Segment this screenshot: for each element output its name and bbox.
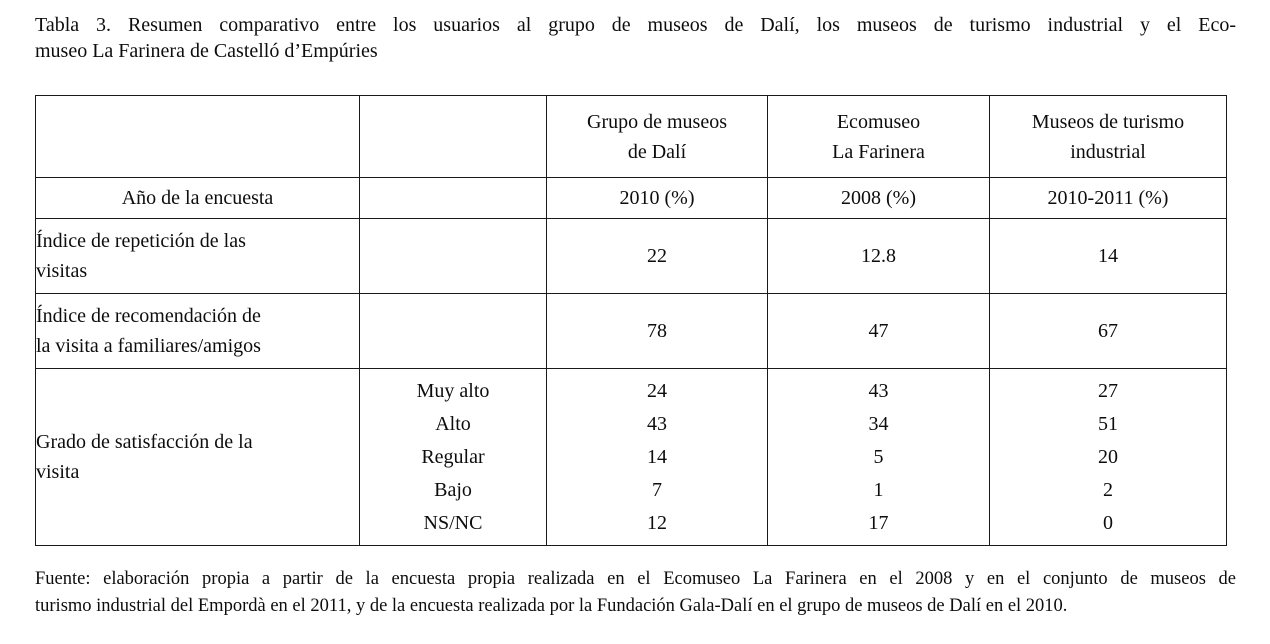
header-empty-label-cell [35,95,360,178]
source-note-line-2: turismo industrial del Empordà en el 201… [35,596,1068,616]
header-farinera-line-1: Ecomuseo [836,110,921,133]
satisfaction-level-label: NS/NC [423,511,483,534]
satisfaction-value: 1 [873,478,884,501]
row-satisfaction: Grado de satisfacción de la visita Muy a… [35,368,1227,546]
header-dali-line-2: de Dalí [627,140,687,163]
table-caption: Tabla 3. Resumen comparativo entre los u… [35,12,1236,64]
value-survey-year-dali: 2010 (%) [546,177,768,219]
label-recommendation-line-1: Índice de recomendación de [36,305,261,327]
recommendation-sub-cell [359,293,547,369]
row-repetition-index: Índice de repetición de las visitas 22 1… [35,218,1227,294]
satisfaction-value: 0 [1103,511,1113,534]
satisfaction-value: 51 [1098,412,1118,435]
repetition-sub-cell [359,218,547,294]
header-industrial-line-2: industrial [1070,140,1146,163]
satisfaction-value: 7 [652,478,662,501]
header-farinera-line-2: La Farinera [832,140,925,163]
value-survey-year-industrial: 2010-2011 (%) [989,177,1227,219]
satisfaction-values-dali-stack: 24 43 14 7 12 [548,375,767,540]
satisfaction-level-label: Bajo [434,478,472,501]
label-recommendation-index: Índice de recomendación de la visita a f… [35,293,360,369]
label-satisfaction-line-1: Grado de satisfacción de la [36,431,253,453]
label-survey-year: Año de la encuesta [35,177,360,219]
satisfaction-levels-cell: Muy alto Alto Regular Bajo NS/NC [359,368,547,546]
header-farinera: Ecomuseo La Farinera [767,95,990,178]
satisfaction-values-farinera-stack: 43 34 5 1 17 [769,375,989,540]
label-repetition-line-1: Índice de repetición de las [36,230,246,252]
satisfaction-levels-stack: Muy alto Alto Regular Bajo NS/NC [361,375,546,540]
satisfaction-value: 17 [868,511,889,534]
satisfaction-values-dali-cell: 24 43 14 7 12 [546,368,768,546]
label-recommendation-line-2: la visita a familiares/amigos [36,335,261,357]
value-repetition-dali: 22 [546,218,768,294]
satisfaction-value: 24 [647,379,667,402]
header-industrial: Museos de turismo industrial [989,95,1227,178]
label-satisfaction: Grado de satisfacción de la visita [35,368,360,546]
satisfaction-values-industrial-cell: 27 51 20 2 0 [989,368,1227,546]
row-survey-year: Año de la encuesta 2010 (%) 2008 (%) 201… [35,177,1227,219]
satisfaction-value: 20 [1098,445,1118,468]
satisfaction-level-label: Alto [435,412,471,435]
satisfaction-value: 27 [1098,379,1118,402]
value-recommendation-farinera: 47 [767,293,990,369]
header-dali-line-1: Grupo de museos [587,110,727,133]
survey-year-sub-cell [359,177,547,219]
source-note-line-1: Fuente: elaboración propia a partir de l… [35,569,1236,589]
comparison-table: Grupo de museos de Dalí Ecomuseo La Fari… [35,95,1227,546]
value-repetition-industrial: 14 [989,218,1227,294]
satisfaction-level-label: Regular [421,445,485,468]
satisfaction-value: 12 [647,511,667,534]
satisfaction-value: 43 [868,379,889,402]
row-recommendation-index: Índice de recomendación de la visita a f… [35,293,1227,369]
satisfaction-value: 43 [647,412,667,435]
table-header-row: Grupo de museos de Dalí Ecomuseo La Fari… [35,95,1227,178]
value-repetition-farinera: 12.8 [767,218,990,294]
table-caption-line-2: museo La Farinera de Castelló d’Empúries [35,40,378,62]
source-note: Fuente: elaboración propia a partir de l… [35,566,1236,620]
label-satisfaction-line-2: visita [36,461,80,483]
satisfaction-value: 14 [647,445,667,468]
header-empty-sub-cell [359,95,547,178]
satisfaction-value: 2 [1103,478,1113,501]
satisfaction-value: 5 [873,445,884,468]
satisfaction-level-label: Muy alto [416,379,490,402]
satisfaction-values-farinera-cell: 43 34 5 1 17 [767,368,990,546]
satisfaction-value: 34 [868,412,889,435]
value-recommendation-industrial: 67 [989,293,1227,369]
value-survey-year-farinera: 2008 (%) [767,177,990,219]
value-recommendation-dali: 78 [546,293,768,369]
label-repetition-line-2: visitas [36,260,88,282]
label-repetition-index: Índice de repetición de las visitas [35,218,360,294]
table-caption-line-1: Tabla 3. Resumen comparativo entre los u… [35,14,1236,36]
header-industrial-line-1: Museos de turismo [1031,110,1185,133]
satisfaction-values-industrial-stack: 27 51 20 2 0 [991,375,1226,540]
header-dali: Grupo de museos de Dalí [546,95,768,178]
